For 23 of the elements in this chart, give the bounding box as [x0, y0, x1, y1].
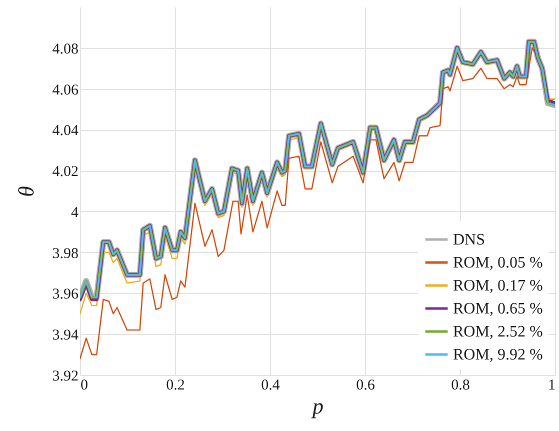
legend-label: ROM, 9.92 % — [453, 346, 543, 364]
y-tick-label: 4.04 — [52, 123, 79, 140]
x-tick-label: 0.2 — [166, 378, 185, 394]
x-tick-label: 0.6 — [356, 378, 376, 394]
legend-label: ROM, 2.52 % — [453, 324, 543, 340]
y-tick-label: 4 — [71, 204, 79, 221]
legend-label: ROM, 0.05 % — [453, 254, 543, 272]
y-tick-label: 3.92 — [52, 368, 78, 384]
x-tick-label: 0 — [80, 378, 88, 394]
y-tick-label: 3.98 — [52, 246, 78, 262]
x-tick-label: 0.8 — [451, 378, 470, 394]
x-tick-label: 0.4 — [261, 378, 280, 394]
y-tick-label: 4.08 — [52, 41, 78, 58]
legend-label: DNS — [453, 232, 486, 248]
y-tick-label: 4.06 — [52, 82, 79, 98]
x-axis-title: p — [310, 394, 324, 418]
y-axis-title: θ — [13, 186, 38, 197]
legend-label: ROM, 0.17 % — [453, 278, 543, 294]
y-tick-label: 3.94 — [52, 328, 79, 344]
y-tick-label: 3.96 — [52, 286, 79, 303]
legend-label: ROM, 0.65 % — [453, 300, 543, 318]
x-tick-label: 1 — [548, 378, 556, 394]
y-tick-label: 4.02 — [52, 164, 78, 180]
